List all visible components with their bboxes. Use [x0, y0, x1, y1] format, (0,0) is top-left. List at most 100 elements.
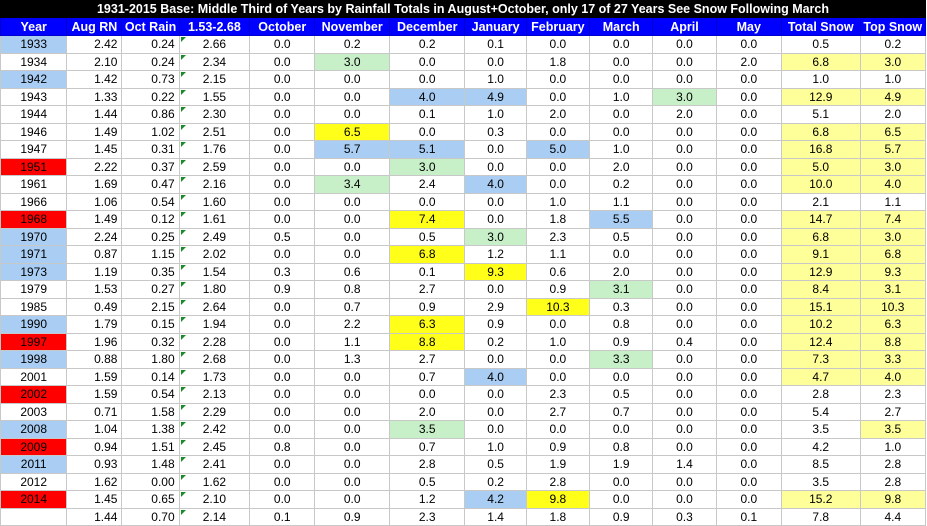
cell-top-snow[interactable]: 3.0	[859, 157, 927, 176]
cell-top-snow[interactable]: 2.3	[859, 385, 927, 404]
cell-january[interactable]: 1.0	[464, 437, 527, 456]
cell-december[interactable]: 1.2	[388, 490, 466, 509]
cell-may[interactable]: 2.0	[715, 52, 782, 71]
column-header-aug-rn[interactable]: Aug RN	[66, 17, 123, 36]
cell-aug-rn[interactable]: 1.04	[66, 420, 123, 439]
cell-total-range[interactable]: 1.54	[178, 262, 251, 281]
cell-december[interactable]: 2.4	[388, 175, 466, 194]
cell-oct-rain[interactable]: 0.14	[121, 367, 180, 386]
cell-february[interactable]: 1.0	[525, 192, 591, 211]
cell-october[interactable]: 0.0	[249, 315, 316, 334]
cell-top-snow[interactable]: 2.8	[859, 455, 927, 474]
cell-march[interactable]: 1.1	[589, 192, 654, 211]
cell-oct-rain[interactable]: 0.22	[121, 87, 180, 106]
cell-top-snow[interactable]: 3.5	[859, 420, 927, 439]
cell-total-range[interactable]: 2.10	[178, 490, 251, 509]
cell-april[interactable]: 0.0	[652, 175, 717, 194]
cell-october[interactable]: 0.0	[249, 402, 316, 421]
cell-december[interactable]: 0.0	[388, 52, 466, 71]
year-cell[interactable]: 1934	[0, 52, 68, 71]
cell-top-snow[interactable]: 7.4	[859, 210, 927, 229]
cell-january[interactable]: 9.3	[464, 262, 527, 281]
cell-december[interactable]: 0.1	[388, 262, 466, 281]
cell-december[interactable]: 3.5	[388, 420, 466, 439]
year-cell[interactable]: 1990	[0, 315, 68, 334]
column-header-january[interactable]: January	[464, 17, 527, 36]
year-cell[interactable]: 1998	[0, 350, 68, 369]
cell-aug-rn[interactable]: 0.71	[66, 402, 123, 421]
cell-october[interactable]: 0.0	[249, 122, 316, 141]
cell-aug-rn[interactable]: 1.79	[66, 315, 123, 334]
cell-december[interactable]: 3.0	[388, 157, 466, 176]
cell-top-snow[interactable]: 4.9	[859, 87, 927, 106]
cell-top-snow[interactable]: 2.7	[859, 402, 927, 421]
cell-february[interactable]: 1.9	[525, 455, 591, 474]
cell-total-snow[interactable]: 5.4	[780, 402, 861, 421]
cell-november[interactable]: 0.0	[314, 210, 390, 229]
cell-january[interactable]: 0.0	[464, 385, 527, 404]
cell-april[interactable]: 0.0	[652, 140, 717, 159]
cell-aug-rn[interactable]: 1.49	[66, 210, 123, 229]
cell-may[interactable]: 0.0	[715, 472, 782, 491]
cell-march[interactable]: 0.0	[589, 105, 654, 124]
cell-oct-rain[interactable]: 1.02	[121, 122, 180, 141]
cell-january[interactable]: 0.9	[464, 315, 527, 334]
cell-november[interactable]: 1.3	[314, 350, 390, 369]
cell-december[interactable]: 2.0	[388, 402, 466, 421]
cell-march[interactable]: 1.0	[589, 87, 654, 106]
cell-november[interactable]: 0.0	[314, 472, 390, 491]
cell-aug-rn[interactable]: 2.22	[66, 157, 123, 176]
cell-top-snow[interactable]: 3.1	[859, 280, 927, 299]
cell-april[interactable]: 0.0	[652, 52, 717, 71]
cell-may[interactable]: 0.0	[715, 437, 782, 456]
year-cell[interactable]: 1973	[0, 262, 68, 281]
cell-february[interactable]: 10.3	[525, 297, 591, 316]
year-cell[interactable]: 1985	[0, 297, 68, 316]
cell-aug-rn[interactable]: 1.62	[66, 472, 123, 491]
cell-november[interactable]: 0.8	[314, 280, 390, 299]
cell-february[interactable]: 0.0	[525, 35, 591, 54]
cell-oct-rain[interactable]: 0.32	[121, 332, 180, 351]
cell-oct-rain[interactable]: 0.47	[121, 175, 180, 194]
cell-oct-rain[interactable]: 1.48	[121, 455, 180, 474]
cell-march[interactable]: 0.7	[589, 402, 654, 421]
cell-total-snow[interactable]: 15.2	[780, 490, 861, 509]
cell-december[interactable]: 6.3	[388, 315, 466, 334]
cell-total-range[interactable]: 2.02	[178, 245, 251, 264]
cell-total-snow[interactable]: 8.5	[780, 455, 861, 474]
cell-oct-rain[interactable]: 1.15	[121, 245, 180, 264]
cell-oct-rain[interactable]: 0.12	[121, 210, 180, 229]
cell-march[interactable]: 2.0	[589, 157, 654, 176]
cell-oct-rain[interactable]: 0.73	[121, 70, 180, 89]
cell-january[interactable]: 1.2	[464, 245, 527, 264]
cell-may[interactable]: 0.0	[715, 35, 782, 54]
cell-total-snow[interactable]: 1.0	[780, 70, 861, 89]
cell-january[interactable]: 4.0	[464, 175, 527, 194]
cell-total-snow[interactable]: 6.8	[780, 52, 861, 71]
cell-october[interactable]: 0.0	[249, 350, 316, 369]
cell-aug-rn[interactable]: 1.59	[66, 367, 123, 386]
cell-march[interactable]: 1.9	[589, 455, 654, 474]
cell-oct-rain[interactable]: 1.51	[121, 437, 180, 456]
cell-total-snow[interactable]: 6.8	[780, 227, 861, 246]
cell-march[interactable]: 0.0	[589, 367, 654, 386]
cell-october[interactable]: 0.9	[249, 280, 316, 299]
cell-total-range[interactable]: 2.28	[178, 332, 251, 351]
cell-february[interactable]: 1.1	[525, 245, 591, 264]
year-cell[interactable]: 2009	[0, 437, 68, 456]
cell-april[interactable]: 0.0	[652, 437, 717, 456]
cell-total-range[interactable]: 1.94	[178, 315, 251, 334]
column-header-oct-rain[interactable]: Oct Rain	[121, 17, 180, 36]
cell-may[interactable]: 0.0	[715, 402, 782, 421]
cell-january[interactable]: 0.0	[464, 157, 527, 176]
cell-total-snow[interactable]: 15.1	[780, 297, 861, 316]
cell-aug-rn[interactable]: 1.44	[66, 105, 123, 124]
cell-october[interactable]: 0.0	[249, 140, 316, 159]
cell-october[interactable]: 0.0	[249, 455, 316, 474]
cell-april[interactable]: 0.0	[652, 350, 717, 369]
cell-november[interactable]: 0.6	[314, 262, 390, 281]
column-header-total-snow[interactable]: Total Snow	[780, 17, 861, 36]
year-cell[interactable]: 2002	[0, 385, 68, 404]
cell-top-snow[interactable]: 2.8	[859, 472, 927, 491]
cell-total-range[interactable]: 2.34	[178, 52, 251, 71]
